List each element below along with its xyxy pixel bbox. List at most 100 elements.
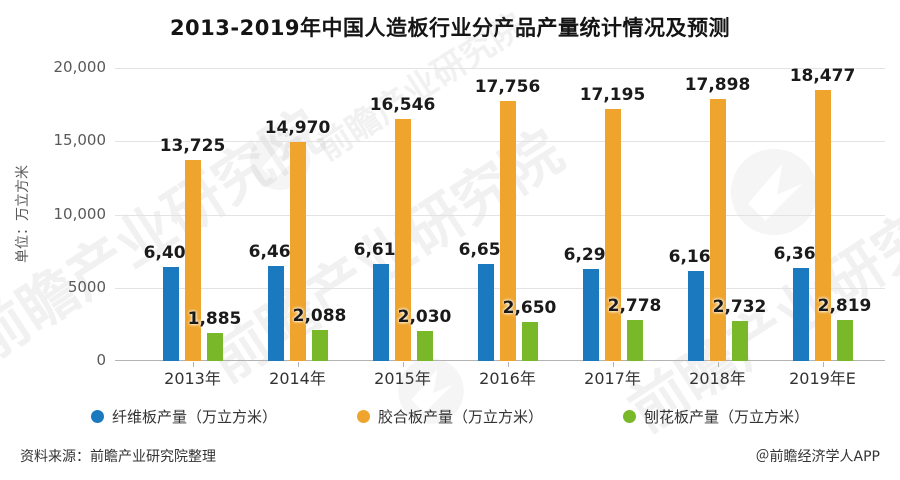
x-axis-label: 2014年 <box>269 369 326 388</box>
legend-marker-icon <box>356 409 370 423</box>
bar-slot: 6,367 <box>774 68 827 361</box>
bar <box>289 141 306 361</box>
bar <box>731 320 748 361</box>
bar-group: 6,463 14,970 2,088 2014年 <box>249 68 347 388</box>
bar-slot: 2,650 <box>503 68 556 361</box>
legend-label: 纤维板产量（万立方米） <box>111 407 277 426</box>
bar <box>184 159 201 361</box>
y-tick-label: 15,000 <box>53 131 107 150</box>
bar-group: 6,367 18,477 2,819 2019年E <box>774 66 872 388</box>
bar-value-label: 2,088 <box>292 306 347 327</box>
bar-group: 6,402 13,725 1,885 2013年 <box>144 68 242 388</box>
bar-value-label: 17,898 <box>684 74 751 95</box>
bar-slot: 2,778 <box>608 68 661 361</box>
bar-group: 6,651 17,756 2,650 2016年 <box>459 68 557 388</box>
bar-value-label: 1,885 <box>187 309 242 330</box>
x-axis-tick <box>402 362 404 367</box>
bar-value-label: 2,030 <box>397 307 452 328</box>
bar <box>394 118 411 361</box>
bar <box>372 264 389 361</box>
bar <box>604 109 621 361</box>
bar <box>709 98 726 361</box>
bar-slot: 1,885 <box>188 68 241 361</box>
x-axis-label: 2015年 <box>374 369 431 388</box>
bar <box>267 266 284 361</box>
bar-slot: 14,970 <box>265 68 330 361</box>
bar <box>582 268 599 361</box>
x-axis-tick <box>822 362 824 367</box>
y-tick-label: 20,000 <box>53 58 107 76</box>
bar-value-label: 6,402 <box>143 243 198 264</box>
bar-value-label: 2,732 <box>712 296 767 317</box>
bar-slot: 6,402 <box>144 68 197 361</box>
legend-item: 胶合板产量（万立方米） <box>356 406 543 427</box>
bar <box>814 90 831 361</box>
legend-label: 刨花板产量（万立方米） <box>644 407 810 426</box>
plot-area: 6,402 13,725 1,885 2013年 6,463 14,970 2,088 201… <box>140 66 875 388</box>
bar-slot: 18,477 <box>790 66 855 361</box>
legend-item: 纤维板产量（万立方米） <box>90 406 277 427</box>
bar-value-label: 17,756 <box>474 76 541 97</box>
bar <box>836 319 853 361</box>
bar-group: 6,619 16,546 2,030 2015年 <box>354 68 452 388</box>
x-axis-tick <box>717 362 719 367</box>
x-axis-label: 2019年E <box>789 369 856 388</box>
bar-value-label: 2,778 <box>607 296 662 317</box>
bar-value-label: 6,168 <box>668 246 723 267</box>
footer: 资料来源：前瞻产业研究院整理 ＠前瞻经济学人APP <box>0 446 900 466</box>
credit-note: ＠前瞻经济学人APP <box>755 449 880 465</box>
bar-slot: 16,546 <box>370 68 435 361</box>
bar-slot: 6,168 <box>669 68 722 361</box>
x-axis-label: 2017年 <box>584 369 641 388</box>
gridline <box>115 68 885 69</box>
legend: 纤维板产量（万立方米） 胶合板产量（万立方米） 刨花板产量（万立方米） <box>0 402 900 430</box>
bar <box>792 267 809 361</box>
bar <box>311 330 328 361</box>
bar-value-label: 6,463 <box>248 242 303 263</box>
bar-slot: 17,756 <box>475 68 540 361</box>
y-tick-label: 0 <box>96 351 106 369</box>
bar-value-label: 6,619 <box>353 240 408 261</box>
bar-value-label: 6,651 <box>458 239 513 260</box>
chart-title: 2013-2019年中国人造板行业分产品产量统计情况及预测 <box>169 16 731 40</box>
source-note: 资料来源：前瞻产业研究院整理 <box>20 449 216 465</box>
x-axis-label: 2018年 <box>689 369 746 388</box>
bar-value-label: 14,970 <box>264 117 331 138</box>
bar-value-label: 16,546 <box>369 94 436 115</box>
bar-value-label: 17,195 <box>579 85 646 106</box>
bar-value-label: 6,367 <box>773 243 828 264</box>
bar <box>687 270 704 361</box>
y-tick-label: 5000 <box>67 277 106 296</box>
x-axis-label: 2013年 <box>164 369 221 388</box>
bar-slot: 13,725 <box>160 68 225 361</box>
legend-marker-icon <box>623 409 636 423</box>
legend-item: 刨花板产量（万立方米） <box>623 406 809 427</box>
x-axis-tick <box>192 362 194 367</box>
bar <box>521 322 538 361</box>
bar <box>477 263 494 361</box>
legend-marker-icon <box>90 409 104 423</box>
bar-slot: 2,088 <box>293 68 346 361</box>
y-axis-tick-labels: 0 5000 10,000 15,000 20,000 <box>0 58 107 369</box>
bar-slot: 6,651 <box>459 68 512 361</box>
bar-slot: 2,732 <box>713 68 766 361</box>
bar-slot: 6,619 <box>354 68 407 361</box>
legend-label: 胶合板产量（万立方米） <box>377 407 543 426</box>
x-axis-tick <box>297 362 299 367</box>
bar-slot: 6,297 <box>564 68 617 361</box>
bar <box>499 100 516 361</box>
bar <box>626 320 643 361</box>
bar-value-label: 6,297 <box>563 244 618 265</box>
x-axis-label: 2016年 <box>479 369 536 388</box>
bar <box>206 333 223 361</box>
y-tick-label: 10,000 <box>53 204 107 223</box>
bar-value-label: 2,650 <box>502 298 557 319</box>
bar-value-label: 2,819 <box>817 295 872 316</box>
bar-value-label: 18,477 <box>789 66 856 87</box>
bar-slot: 2,030 <box>398 68 451 361</box>
bar-slot: 2,819 <box>818 68 871 361</box>
x-axis-tick <box>612 362 614 367</box>
bar-slot: 17,898 <box>685 68 750 361</box>
bar-group: 6,168 17,898 2,732 2018年 <box>669 68 767 388</box>
